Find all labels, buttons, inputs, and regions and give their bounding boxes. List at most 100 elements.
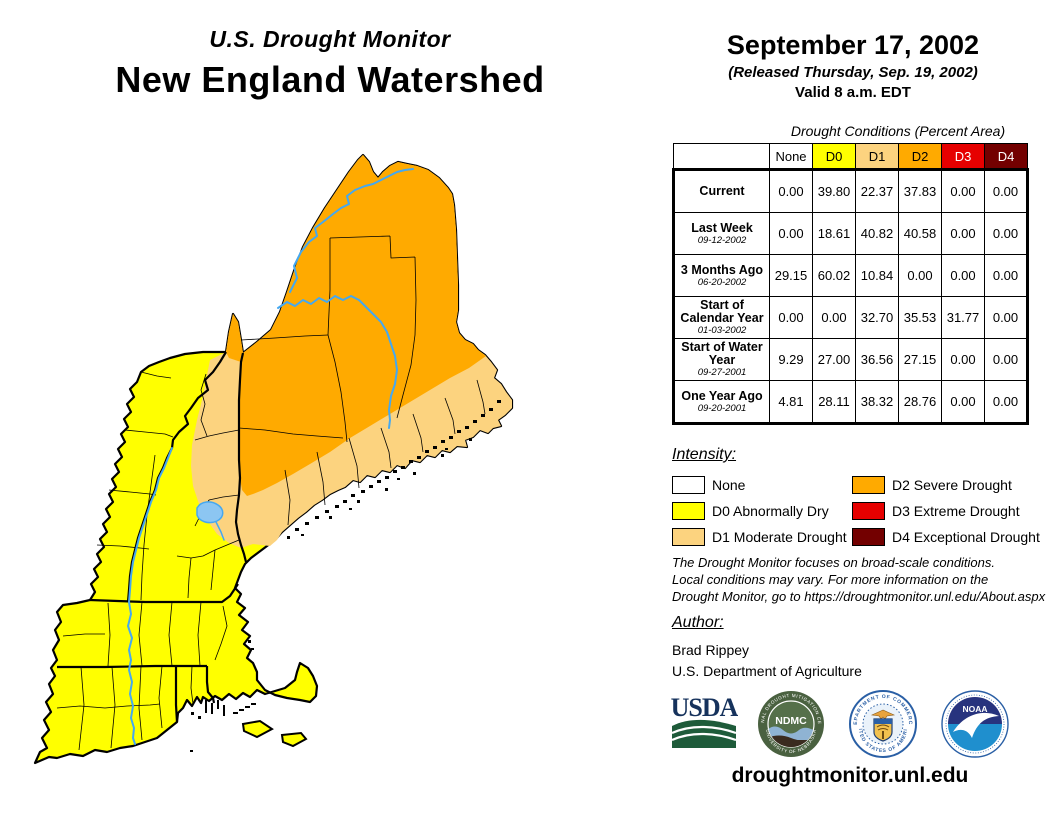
date-block: September 17, 2002 (Released Thursday, S…: [670, 30, 1036, 101]
author-name: Brad Rippey: [672, 642, 750, 658]
lake-outlet: [215, 521, 225, 541]
legend-item-none: None: [672, 472, 852, 498]
cell-value: 29.15: [769, 254, 813, 297]
column-header-d2: D2: [898, 143, 942, 170]
d2-severe-drought-region: [226, 155, 486, 496]
cell-value: 22.37: [855, 168, 899, 213]
cell-value: 28.76: [898, 380, 942, 425]
row-label: Last Week: [691, 220, 753, 235]
noaa-logo: NOAA: [941, 690, 1009, 758]
cell-value: 38.32: [855, 380, 899, 425]
svg-text:USDA: USDA: [671, 693, 738, 722]
cell-value: 37.83: [898, 168, 942, 213]
cell-value: 0.00: [812, 296, 856, 339]
cell-value: 0.00: [941, 168, 985, 213]
author-org: U.S. Department of Agriculture: [672, 663, 862, 679]
st-john-river: [289, 168, 414, 293]
cell-value: 0.00: [984, 296, 1029, 339]
map-date: September 17, 2002: [726, 30, 980, 60]
penobscot-river: [277, 295, 398, 429]
d0-swatch: [672, 502, 705, 520]
column-header-d3: D3: [941, 143, 985, 170]
table-title: Drought Conditions (Percent Area): [790, 123, 1006, 139]
commerce-seal-logo: DEPARTMENT OF COMMERCE UNITED STATES OF …: [849, 690, 917, 758]
cell-value: 0.00: [984, 212, 1029, 255]
cell-value: 35.53: [898, 296, 942, 339]
connecticut-river: [127, 447, 173, 745]
cell-value: 0.00: [769, 168, 813, 213]
legend-item-d2: D2 Severe Drought: [852, 472, 1042, 498]
cell-value: 4.81: [769, 380, 813, 425]
cell-value: 32.70: [855, 296, 899, 339]
column-header-d4: D4: [984, 143, 1028, 170]
header-spacer: [673, 143, 770, 170]
row-label: Current: [699, 184, 745, 198]
cell-value: 60.02: [812, 254, 856, 297]
row-date: 09-12-2002: [697, 234, 747, 246]
row-date: 01-03-2002: [697, 325, 747, 336]
author-block: Author: Brad Rippey U.S. Department of A…: [672, 614, 862, 682]
table-row: Current 0.00 39.80 22.37 37.83 0.00 0.00: [672, 168, 1029, 213]
eagle-icon: [870, 709, 896, 720]
drought-conditions-table: Drought Conditions (Percent Area) None D…: [672, 123, 1032, 425]
legend-item-d0: D0 Abnormally Dry: [672, 498, 852, 524]
region-title: New England Watershed: [115, 59, 545, 100]
cell-value: 31.77: [941, 296, 985, 339]
intensity-legend: Intensity: None D2 Severe Drought D0 Abn…: [672, 446, 1042, 550]
cell-value: 0.00: [941, 254, 985, 297]
drought-monitor-url: droughtmonitor.unl.edu: [731, 764, 969, 787]
svg-text:NDMC: NDMC: [775, 715, 807, 727]
ndmc-logo: NDMC NATIONAL DROUGHT MITIGATION CENTER …: [758, 691, 824, 757]
cell-value: 0.00: [941, 338, 985, 381]
usda-logo: USDA: [671, 693, 738, 748]
cell-value: 0.00: [941, 380, 985, 425]
coastal-islands: [190, 400, 501, 752]
valid-time: Valid 8 a.m. EDT: [795, 84, 911, 101]
row-label: 3 Months Ago: [680, 262, 764, 277]
cell-value: 40.82: [855, 212, 899, 255]
column-header-none: None: [769, 143, 813, 170]
cell-value: 27.15: [898, 338, 942, 381]
cell-value: 39.80: [812, 168, 856, 213]
rivers: [127, 168, 414, 745]
seagull-icon: [953, 712, 999, 738]
disclaimer-text: The Drought Monitor focuses on broad-sca…: [672, 555, 1046, 604]
table-row: 3 Months Ago 06-20-2002 29.15 60.02 10.8…: [672, 254, 1029, 297]
cell-value: 27.00: [812, 338, 856, 381]
cell-value: 0.00: [769, 212, 813, 255]
table-row: One Year Ago 09-20-2001 4.81 28.11 38.32…: [672, 380, 1029, 425]
row-date: 06-20-2002: [697, 276, 747, 288]
table-header-row: None D0 D1 D2 D3 D4: [673, 143, 1028, 170]
author-heading: Author:: [672, 614, 724, 631]
table-row: Last Week 09-12-2002 0.00 18.61 40.82 40…: [672, 212, 1029, 255]
row-label: One Year Ago: [681, 388, 763, 403]
county-boundaries: [56, 235, 486, 751]
cell-value: 40.58: [898, 212, 942, 255]
cell-value: 18.61: [812, 212, 856, 255]
cell-value: 0.00: [984, 254, 1029, 297]
row-label: Start of Calendar Year: [680, 298, 764, 325]
cell-value: 0.00: [984, 380, 1029, 425]
table-row: Start of Calendar Year 01-03-2002 0.00 0…: [672, 296, 1029, 339]
marthas-vineyard-island: [241, 719, 274, 739]
d2-swatch: [852, 476, 885, 494]
row-date: 09-20-2001: [697, 402, 747, 414]
cell-value: 0.00: [769, 296, 813, 339]
d4-swatch: [852, 528, 885, 546]
svg-text:NOAA: NOAA: [962, 704, 987, 714]
d1-swatch: [672, 528, 705, 546]
nantucket-island: [280, 731, 308, 748]
column-header-d0: D0: [812, 143, 856, 170]
agency-logos: USDA NDMC NATIONAL DROUGHT MITIGATION CE…: [668, 690, 1018, 760]
legend-heading: Intensity:: [672, 446, 737, 463]
d3-swatch: [852, 502, 885, 520]
legend-item-d1: D1 Moderate Drought: [672, 524, 852, 550]
legend-item-d3: D3 Extreme Drought: [852, 498, 1042, 524]
legend-item-d4: D4 Exceptional Drought: [852, 524, 1042, 550]
usdm-title: U.S. Drought Monitor: [209, 26, 451, 52]
cell-value: 9.29: [769, 338, 813, 381]
none-swatch: [672, 476, 705, 494]
new-england-drought-map: [33, 153, 514, 765]
cell-value: 0.00: [898, 254, 942, 297]
